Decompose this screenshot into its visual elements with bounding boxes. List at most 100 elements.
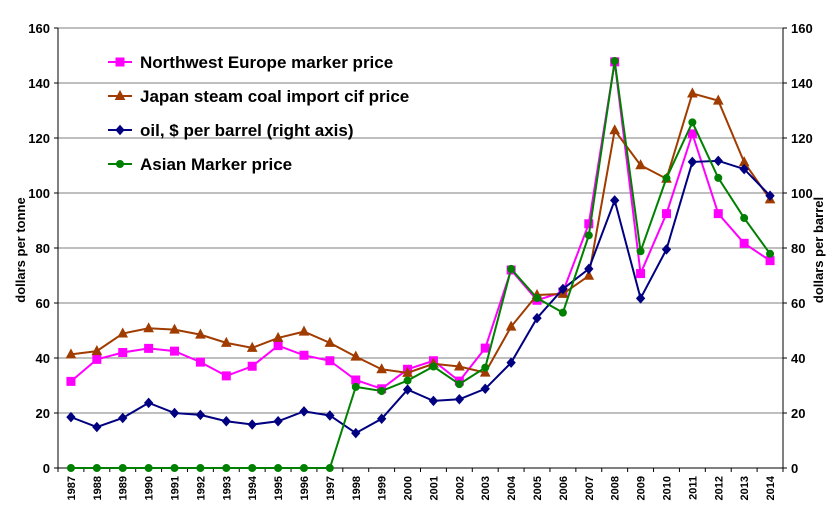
series-line — [70, 92, 771, 374]
x-tick-label: 1991 — [170, 476, 182, 500]
left-tick-label: 160 — [28, 21, 50, 36]
legend-swatch-marker — [115, 124, 125, 136]
right-tick-label: 120 — [791, 131, 813, 146]
data-point — [610, 195, 620, 206]
series-3 — [66, 57, 775, 472]
data-point — [299, 406, 309, 417]
legend-label: Asian Marker price — [140, 155, 292, 174]
series-line — [70, 61, 771, 390]
data-point — [169, 407, 180, 419]
data-point — [713, 155, 723, 167]
x-tick-label: 1999 — [377, 476, 389, 500]
x-tick-label: 2008 — [610, 476, 622, 500]
x-tick-label: 1996 — [299, 476, 311, 500]
data-point — [118, 464, 127, 472]
data-point — [246, 341, 258, 352]
legend-swatch-marker — [115, 57, 125, 67]
data-point — [92, 464, 101, 472]
data-point — [325, 356, 335, 366]
gridlines — [58, 27, 783, 414]
right-tick-label: 0 — [791, 461, 798, 476]
left-tick-label: 60 — [36, 296, 50, 311]
x-tick-label: 2011 — [687, 476, 699, 500]
left-tick-label: 100 — [28, 186, 50, 201]
data-point — [610, 57, 619, 65]
data-point — [221, 371, 231, 381]
left-tick-label: 40 — [36, 351, 50, 366]
series-layer — [65, 57, 776, 472]
x-tick-label: 1990 — [144, 476, 156, 500]
left-tick-label: 120 — [28, 131, 50, 146]
data-point — [170, 346, 180, 356]
data-point — [377, 387, 386, 395]
data-point — [636, 247, 645, 256]
data-point — [144, 343, 154, 353]
data-point — [144, 464, 153, 472]
x-tick-label: 2006 — [558, 476, 570, 500]
data-point — [299, 350, 309, 360]
data-point — [221, 415, 231, 427]
left-tick-label: 20 — [36, 406, 50, 421]
legend-item: oil, $ per barrel (right axis) — [108, 121, 354, 140]
data-point — [454, 360, 465, 371]
data-point — [351, 382, 360, 391]
data-point — [583, 269, 595, 280]
data-point — [740, 214, 749, 223]
data-point — [351, 427, 361, 439]
data-point — [247, 419, 257, 430]
legend-swatch-marker — [116, 160, 124, 168]
data-point — [766, 249, 775, 258]
data-point — [609, 124, 621, 135]
data-point — [195, 357, 205, 367]
x-tick-label: 2007 — [584, 476, 596, 500]
data-point — [195, 409, 206, 421]
data-point — [92, 354, 102, 364]
data-point — [635, 159, 646, 170]
right-tick-label: 20 — [791, 406, 805, 421]
data-point — [687, 87, 698, 98]
x-tick-label: 1993 — [221, 476, 233, 500]
data-point — [402, 366, 413, 377]
data-point — [298, 325, 310, 336]
x-tick-label: 2003 — [480, 476, 492, 500]
right-tick-label: 100 — [791, 186, 813, 201]
right-tick-label: 140 — [791, 76, 813, 91]
x-tick-label: 2013 — [739, 476, 751, 500]
data-point — [635, 293, 646, 304]
legend: Northwest Europe marker price Japan steam… — [108, 53, 409, 174]
data-point — [584, 219, 594, 229]
data-point — [661, 244, 672, 255]
data-point — [66, 411, 76, 423]
series-1 — [65, 87, 776, 377]
data-point — [117, 327, 129, 338]
series-line — [70, 159, 771, 435]
data-point — [169, 323, 180, 334]
data-point — [428, 395, 439, 407]
data-point — [66, 464, 75, 472]
data-point — [403, 376, 412, 385]
x-axis-tick-labels: 1987 1988 1989 1990 1991 1992 1993 1994 1995 1996… — [57, 468, 784, 500]
data-point — [507, 264, 516, 273]
x-tick-label: 2012 — [713, 476, 725, 500]
legend-item: Asian Marker price — [108, 155, 292, 174]
legend-label: Northwest Europe marker price — [140, 53, 393, 72]
y-axis-title-right: dollars per barrel — [811, 197, 826, 303]
data-point — [584, 231, 593, 240]
data-point — [91, 345, 103, 356]
data-point — [532, 312, 542, 324]
x-tick-label: 1995 — [273, 476, 285, 500]
data-point — [454, 393, 465, 405]
data-point — [143, 322, 154, 333]
data-point — [118, 412, 128, 424]
data-point — [687, 129, 697, 139]
data-point — [222, 464, 231, 472]
right-tick-label: 160 — [791, 21, 813, 36]
data-point — [455, 380, 464, 389]
left-tick-label: 0 — [43, 461, 50, 476]
data-point — [196, 464, 205, 472]
data-point — [739, 163, 749, 175]
x-tick-label: 1994 — [247, 475, 259, 500]
x-tick-label: 2005 — [532, 476, 544, 500]
data-point — [558, 308, 567, 317]
data-point — [765, 256, 775, 266]
